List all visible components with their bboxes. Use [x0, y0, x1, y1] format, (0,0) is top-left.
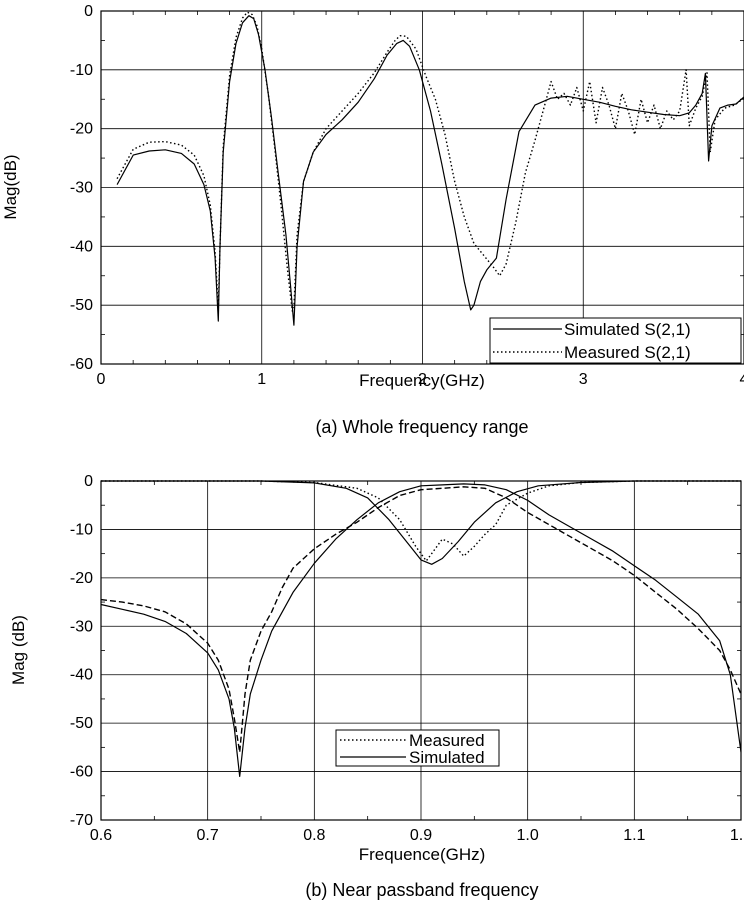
caption-b: (b) Near passband frequency	[305, 880, 538, 900]
legend-label-simulated: Simulated S(2,1)	[564, 320, 691, 339]
x-axis-label-a: Frequency(GHz)	[359, 371, 485, 390]
y-tick-labels-a: 0 -10 -20 -30 -40 -50 -60	[70, 3, 93, 373]
series-line-measured	[100, 486, 742, 753]
x-tick-label: 1.1	[623, 827, 645, 844]
series-line-unlabeled-3	[101, 480, 741, 565]
legend-b: Measured Simulated	[335, 729, 500, 767]
plot-frame-a	[100, 10, 744, 365]
series-group-a	[116, 11, 744, 326]
y-axis-label-a: Mag(dB)	[1, 154, 20, 219]
series-line-simulated-s-2-1	[116, 15, 744, 326]
y-tick-label: -40	[70, 667, 93, 684]
y-tick-label: 0	[84, 473, 93, 490]
grid-a	[100, 10, 744, 365]
legend-a: Simulated S(2,1) Measured S(2,1)	[489, 317, 742, 364]
x-tick-label: 0	[97, 371, 106, 388]
y-tick-label: -60	[70, 764, 93, 781]
chart-whole-frequency-range: 0 1 2 3 4 0 -10 -20 -30 -40 -50 -60 Frequency(GHz)…	[1, 3, 744, 437]
y-tick-label: -50	[70, 297, 93, 314]
y-tick-label: 0	[84, 3, 93, 20]
x-tick-label: 1	[257, 371, 266, 388]
x-tick-label: 0.6	[90, 827, 112, 844]
x-tick-label: 3	[579, 371, 588, 388]
legend-label-measured: Measured S(2,1)	[564, 343, 691, 362]
plot-frame-b	[100, 480, 742, 821]
x-tick-labels-b: 0.6 0.7 0.8 0.9 1.0 1.1 1.2	[90, 827, 744, 844]
x-tick-label: 0.8	[303, 827, 325, 844]
y-tick-label: -30	[70, 180, 93, 197]
series-line-simulated	[100, 483, 742, 778]
x-tick-label: 1.2	[730, 827, 744, 844]
x-tick-label: 0.9	[410, 827, 432, 844]
x-tick-label: 1.0	[517, 827, 539, 844]
y-tick-label: -20	[70, 121, 93, 138]
y-tick-label: -20	[70, 570, 93, 587]
y-tick-label: -30	[70, 618, 93, 635]
y-tick-label: -50	[70, 715, 93, 732]
x-axis-label-b: Frequence(GHz)	[359, 845, 486, 864]
chart-near-passband-frequency: 0.6 0.7 0.8 0.9 1.0 1.1 1.2 0 -10 -20 -30 -40 -50 -6…	[9, 473, 744, 900]
legend-label-measured-b: Measured	[409, 731, 485, 750]
y-tick-labels-b: 0 -10 -20 -30 -40 -50 -60 -70	[70, 473, 93, 829]
x-tick-label: 2	[418, 371, 427, 388]
minor-ticks-b	[101, 481, 741, 820]
y-tick-label: -70	[70, 812, 93, 829]
legend-box-b	[335, 729, 500, 767]
series-group-b	[100, 480, 742, 778]
y-axis-label-b: Mag (dB)	[9, 615, 28, 685]
legend-box-a	[489, 317, 742, 364]
x-tick-label: 0.7	[197, 827, 219, 844]
legend-label-simulated-b: Simulated	[409, 748, 485, 767]
y-tick-label: -40	[70, 238, 93, 255]
x-tick-label: 4	[740, 371, 744, 388]
series-line-measured-s-2-1	[116, 11, 744, 312]
x-tick-labels-a: 0 1 2 3 4	[97, 371, 744, 388]
y-tick-label: -10	[70, 62, 93, 79]
grid-b	[100, 480, 742, 821]
y-tick-label: -10	[70, 521, 93, 538]
y-tick-label: -60	[70, 356, 93, 373]
caption-a: (a) Whole frequency range	[315, 417, 528, 437]
